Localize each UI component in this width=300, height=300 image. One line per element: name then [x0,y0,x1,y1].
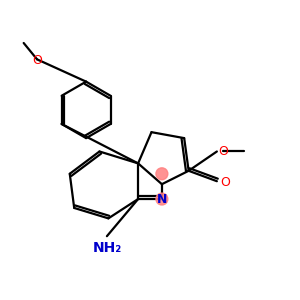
Text: O: O [218,145,228,158]
Text: O: O [220,176,230,189]
Text: O: O [32,54,42,67]
Text: N: N [157,193,167,206]
Circle shape [156,168,168,180]
Text: NH₂: NH₂ [92,241,122,255]
Circle shape [156,193,168,205]
